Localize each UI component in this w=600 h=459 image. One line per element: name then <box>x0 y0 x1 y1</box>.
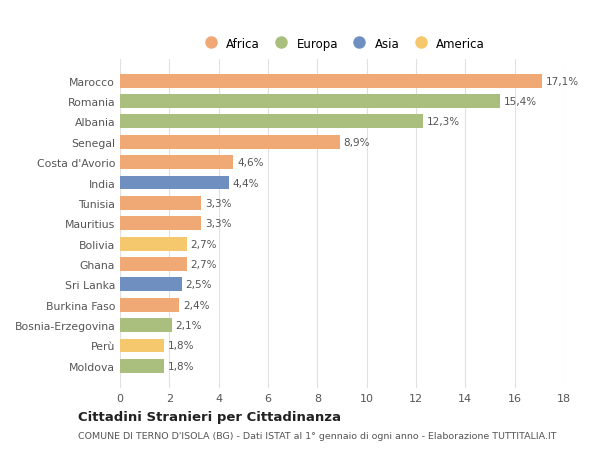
Text: 4,6%: 4,6% <box>237 158 263 168</box>
Bar <box>120 319 172 332</box>
Bar <box>120 237 187 251</box>
Text: 3,3%: 3,3% <box>205 198 232 208</box>
Bar <box>120 176 229 190</box>
Text: 2,5%: 2,5% <box>185 280 212 290</box>
Text: 2,7%: 2,7% <box>190 239 217 249</box>
Text: Cittadini Stranieri per Cittadinanza: Cittadini Stranieri per Cittadinanza <box>78 410 341 423</box>
Bar <box>120 278 182 291</box>
Bar <box>120 196 202 210</box>
Bar <box>120 95 500 109</box>
Text: 3,3%: 3,3% <box>205 219 232 229</box>
Bar <box>120 257 187 271</box>
Bar <box>120 135 340 149</box>
Text: 2,7%: 2,7% <box>190 259 217 269</box>
Text: 1,8%: 1,8% <box>168 341 194 351</box>
Bar <box>120 217 202 231</box>
Text: 4,4%: 4,4% <box>232 178 259 188</box>
Text: 17,1%: 17,1% <box>545 77 578 86</box>
Text: 2,4%: 2,4% <box>183 300 209 310</box>
Bar <box>120 115 424 129</box>
Bar <box>120 74 542 89</box>
Legend: Africa, Europa, Asia, America: Africa, Europa, Asia, America <box>194 33 490 55</box>
Text: 12,3%: 12,3% <box>427 117 460 127</box>
Bar <box>120 359 164 373</box>
Bar <box>120 339 164 353</box>
Bar <box>120 156 233 170</box>
Text: COMUNE DI TERNO D'ISOLA (BG) - Dati ISTAT al 1° gennaio di ogni anno - Elaborazi: COMUNE DI TERNO D'ISOLA (BG) - Dati ISTA… <box>78 431 557 440</box>
Text: 15,4%: 15,4% <box>503 97 536 107</box>
Text: 1,8%: 1,8% <box>168 361 194 371</box>
Text: 2,1%: 2,1% <box>176 320 202 330</box>
Bar <box>120 298 179 312</box>
Text: 8,9%: 8,9% <box>343 138 370 147</box>
